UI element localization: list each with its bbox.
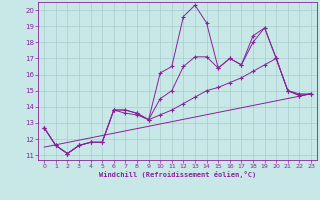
- X-axis label: Windchill (Refroidissement éolien,°C): Windchill (Refroidissement éolien,°C): [99, 171, 256, 178]
